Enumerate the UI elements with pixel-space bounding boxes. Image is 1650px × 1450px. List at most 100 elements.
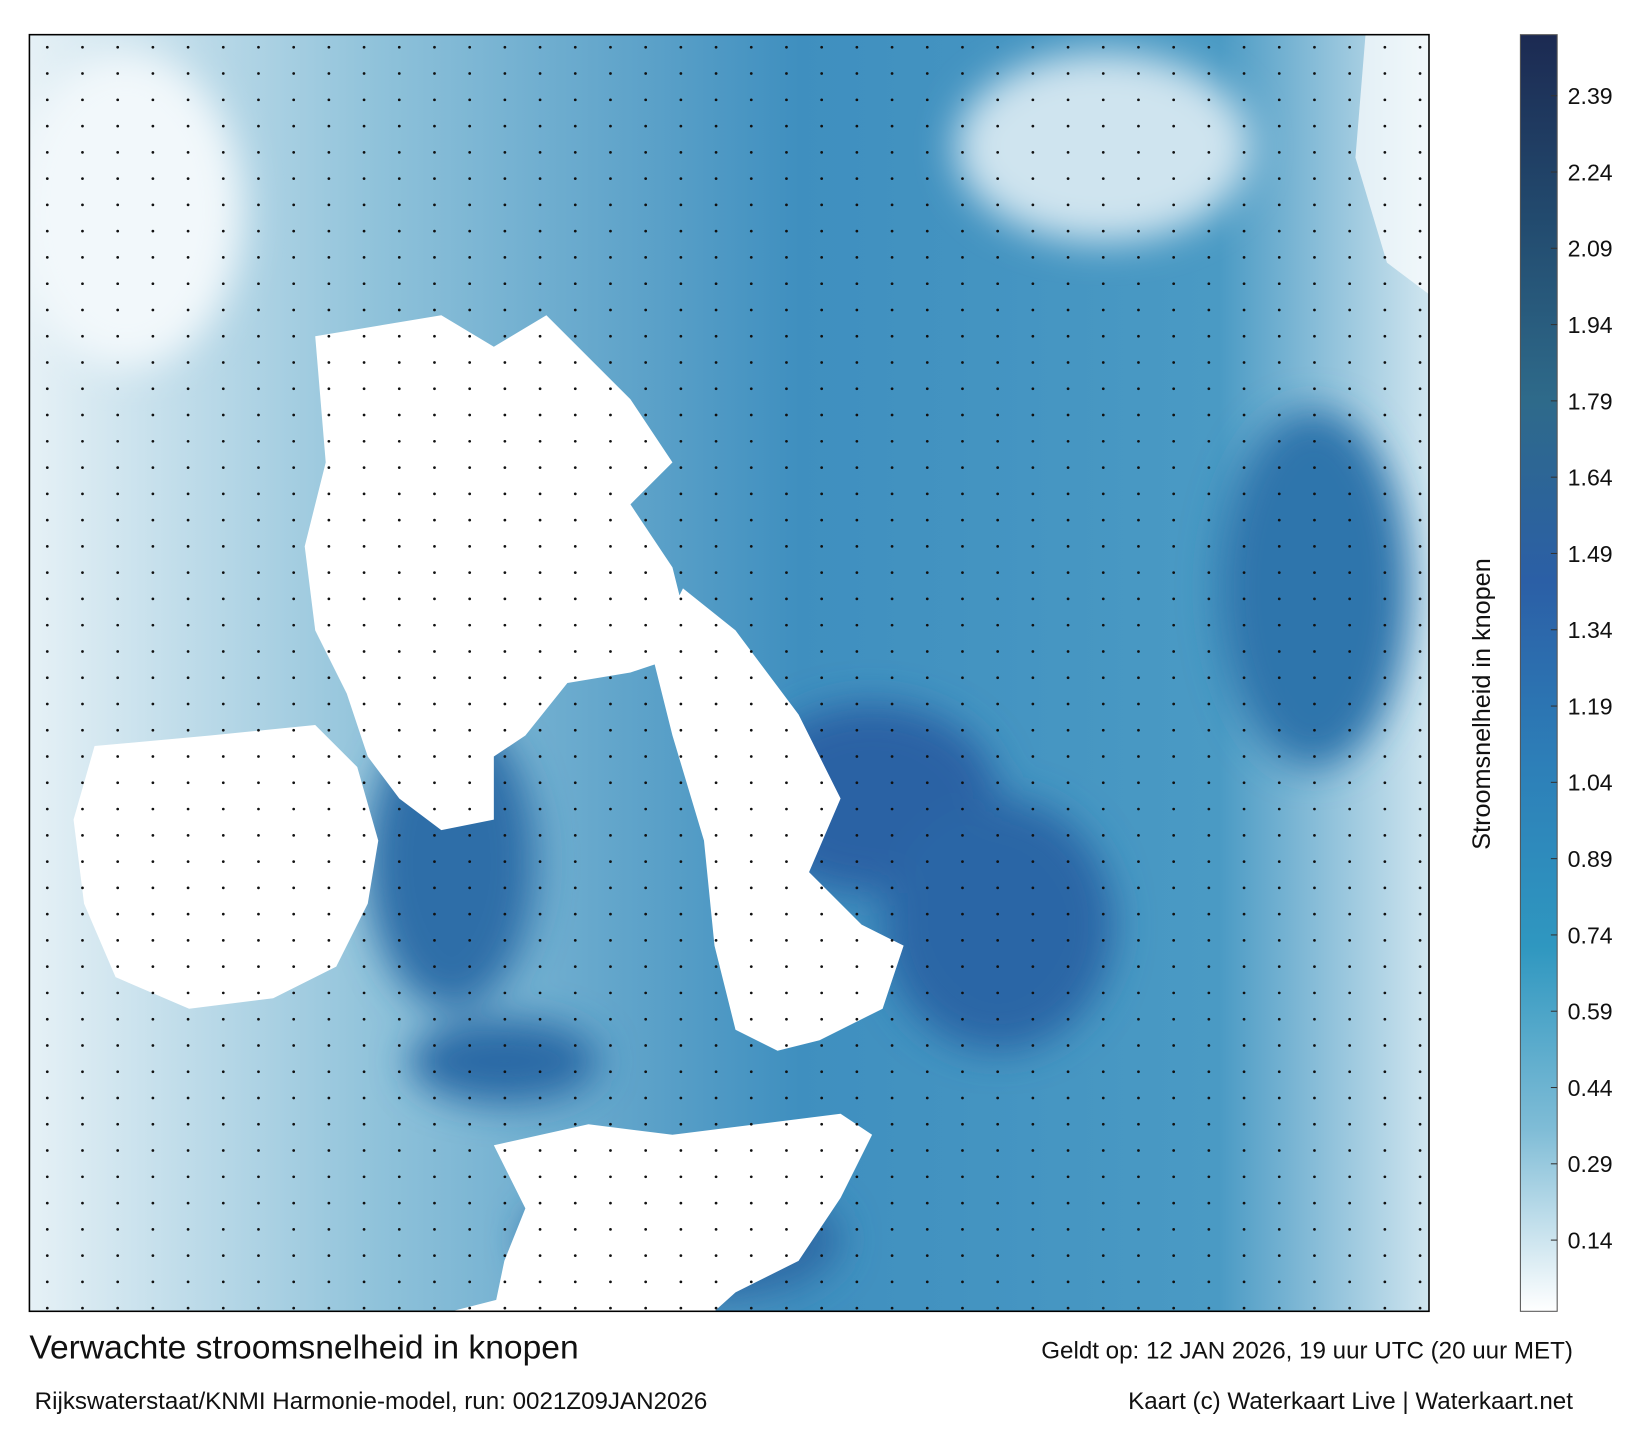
grid-dot xyxy=(679,361,683,364)
grid-dot xyxy=(855,1044,859,1047)
grid-dot xyxy=(1172,308,1176,312)
grid-dot xyxy=(1101,728,1105,732)
grid-dot xyxy=(1348,781,1352,785)
grid-dot xyxy=(221,361,225,364)
grid-dot xyxy=(1313,728,1316,732)
grid-dot xyxy=(221,256,225,259)
grid-dot xyxy=(538,1227,542,1231)
grid-dot xyxy=(1418,1254,1422,1257)
grid-dot xyxy=(609,1175,612,1179)
grid-dot xyxy=(433,1254,436,1257)
grid-dot xyxy=(1172,45,1176,49)
grid-dot xyxy=(362,1227,366,1231)
grid-dot xyxy=(292,1254,296,1257)
grid-dot xyxy=(186,860,190,863)
grid-dot xyxy=(679,1306,683,1310)
grid-dot xyxy=(468,650,472,653)
grid-dot xyxy=(292,886,296,890)
grid-dot xyxy=(151,833,155,837)
grid-dot xyxy=(1207,1044,1211,1047)
grid-dot xyxy=(1101,1017,1105,1021)
grid-dot xyxy=(81,1175,84,1179)
grid-dot xyxy=(538,676,542,680)
grid-dot xyxy=(1137,833,1140,837)
grid-dot xyxy=(327,886,331,890)
grid-dot xyxy=(1031,623,1035,627)
grid-dot xyxy=(362,1201,366,1205)
grid-dot xyxy=(855,229,859,233)
grid-dot xyxy=(116,623,120,627)
grid-dot xyxy=(855,755,859,758)
grid-dot xyxy=(1383,72,1387,75)
grid-dot xyxy=(1383,466,1387,469)
grid-dot xyxy=(1383,545,1387,548)
grid-dot xyxy=(221,1306,225,1310)
grid-dot xyxy=(1066,413,1070,417)
grid-dot xyxy=(45,571,49,575)
grid-dot xyxy=(1418,124,1422,128)
grid-dot xyxy=(1207,912,1211,916)
grid-dot xyxy=(1418,177,1422,180)
grid-dot xyxy=(81,781,84,785)
grid-dot xyxy=(116,965,120,969)
grid-dot xyxy=(81,1254,84,1257)
grid-dot xyxy=(468,98,472,102)
grid-dot xyxy=(1066,1201,1070,1205)
grid-dot xyxy=(1066,1122,1070,1126)
grid-dot xyxy=(186,1254,190,1257)
grid-dot xyxy=(151,256,155,259)
grid-dot xyxy=(1207,781,1211,785)
grid-dot xyxy=(257,439,260,443)
grid-dot xyxy=(1418,1017,1422,1021)
colorbar-tick-label: 2.39 xyxy=(1568,83,1613,109)
grid-dot xyxy=(785,1175,788,1179)
grid-dot xyxy=(1172,1096,1176,1100)
grid-dot xyxy=(609,1149,612,1152)
grid-dot xyxy=(679,1149,683,1152)
grid-dot xyxy=(81,597,84,601)
grid-dot xyxy=(890,860,894,863)
grid-dot xyxy=(1277,1122,1281,1126)
grid-dot xyxy=(1242,256,1246,259)
grid-dot xyxy=(573,860,577,863)
grid-dot xyxy=(45,1175,49,1179)
grid-dot xyxy=(714,781,718,785)
grid-dot xyxy=(1313,807,1316,811)
grid-dot xyxy=(961,439,964,443)
grid-dot xyxy=(151,361,155,364)
grid-dot xyxy=(257,1149,260,1152)
grid-dot xyxy=(1242,308,1246,312)
grid-dot xyxy=(116,781,120,785)
grid-dot xyxy=(855,1201,859,1205)
grid-dot xyxy=(1313,492,1316,496)
grid-dot xyxy=(820,1017,824,1021)
grid-dot xyxy=(1383,755,1387,758)
grid-dot xyxy=(362,492,366,496)
grid-dot xyxy=(609,860,612,863)
grid-dot xyxy=(996,755,1000,758)
grid-dot xyxy=(186,1280,190,1284)
grid-dot xyxy=(925,518,929,522)
grid-dot xyxy=(1348,45,1352,49)
grid-dot xyxy=(186,702,190,706)
grid-dot xyxy=(116,1044,120,1047)
grid-dot xyxy=(151,1280,155,1284)
grid-dot xyxy=(1101,860,1105,863)
grid-dot xyxy=(468,676,472,680)
grid-dot xyxy=(1313,781,1316,785)
grid-dot xyxy=(257,1175,260,1179)
grid-dot xyxy=(714,203,718,207)
grid-dot xyxy=(186,597,190,601)
grid-dot xyxy=(257,1017,260,1021)
grid-dot xyxy=(397,1254,401,1257)
grid-dot xyxy=(714,439,718,443)
grid-dot xyxy=(221,623,225,627)
grid-dot xyxy=(1172,623,1176,627)
grid-dot xyxy=(1242,597,1246,601)
grid-dot xyxy=(855,1122,859,1126)
grid-dot xyxy=(1137,650,1140,653)
grid-dot xyxy=(714,1254,718,1257)
colorbar-tick-label: 1.34 xyxy=(1568,617,1613,643)
grid-dot xyxy=(292,676,296,680)
grid-dot xyxy=(327,728,331,732)
